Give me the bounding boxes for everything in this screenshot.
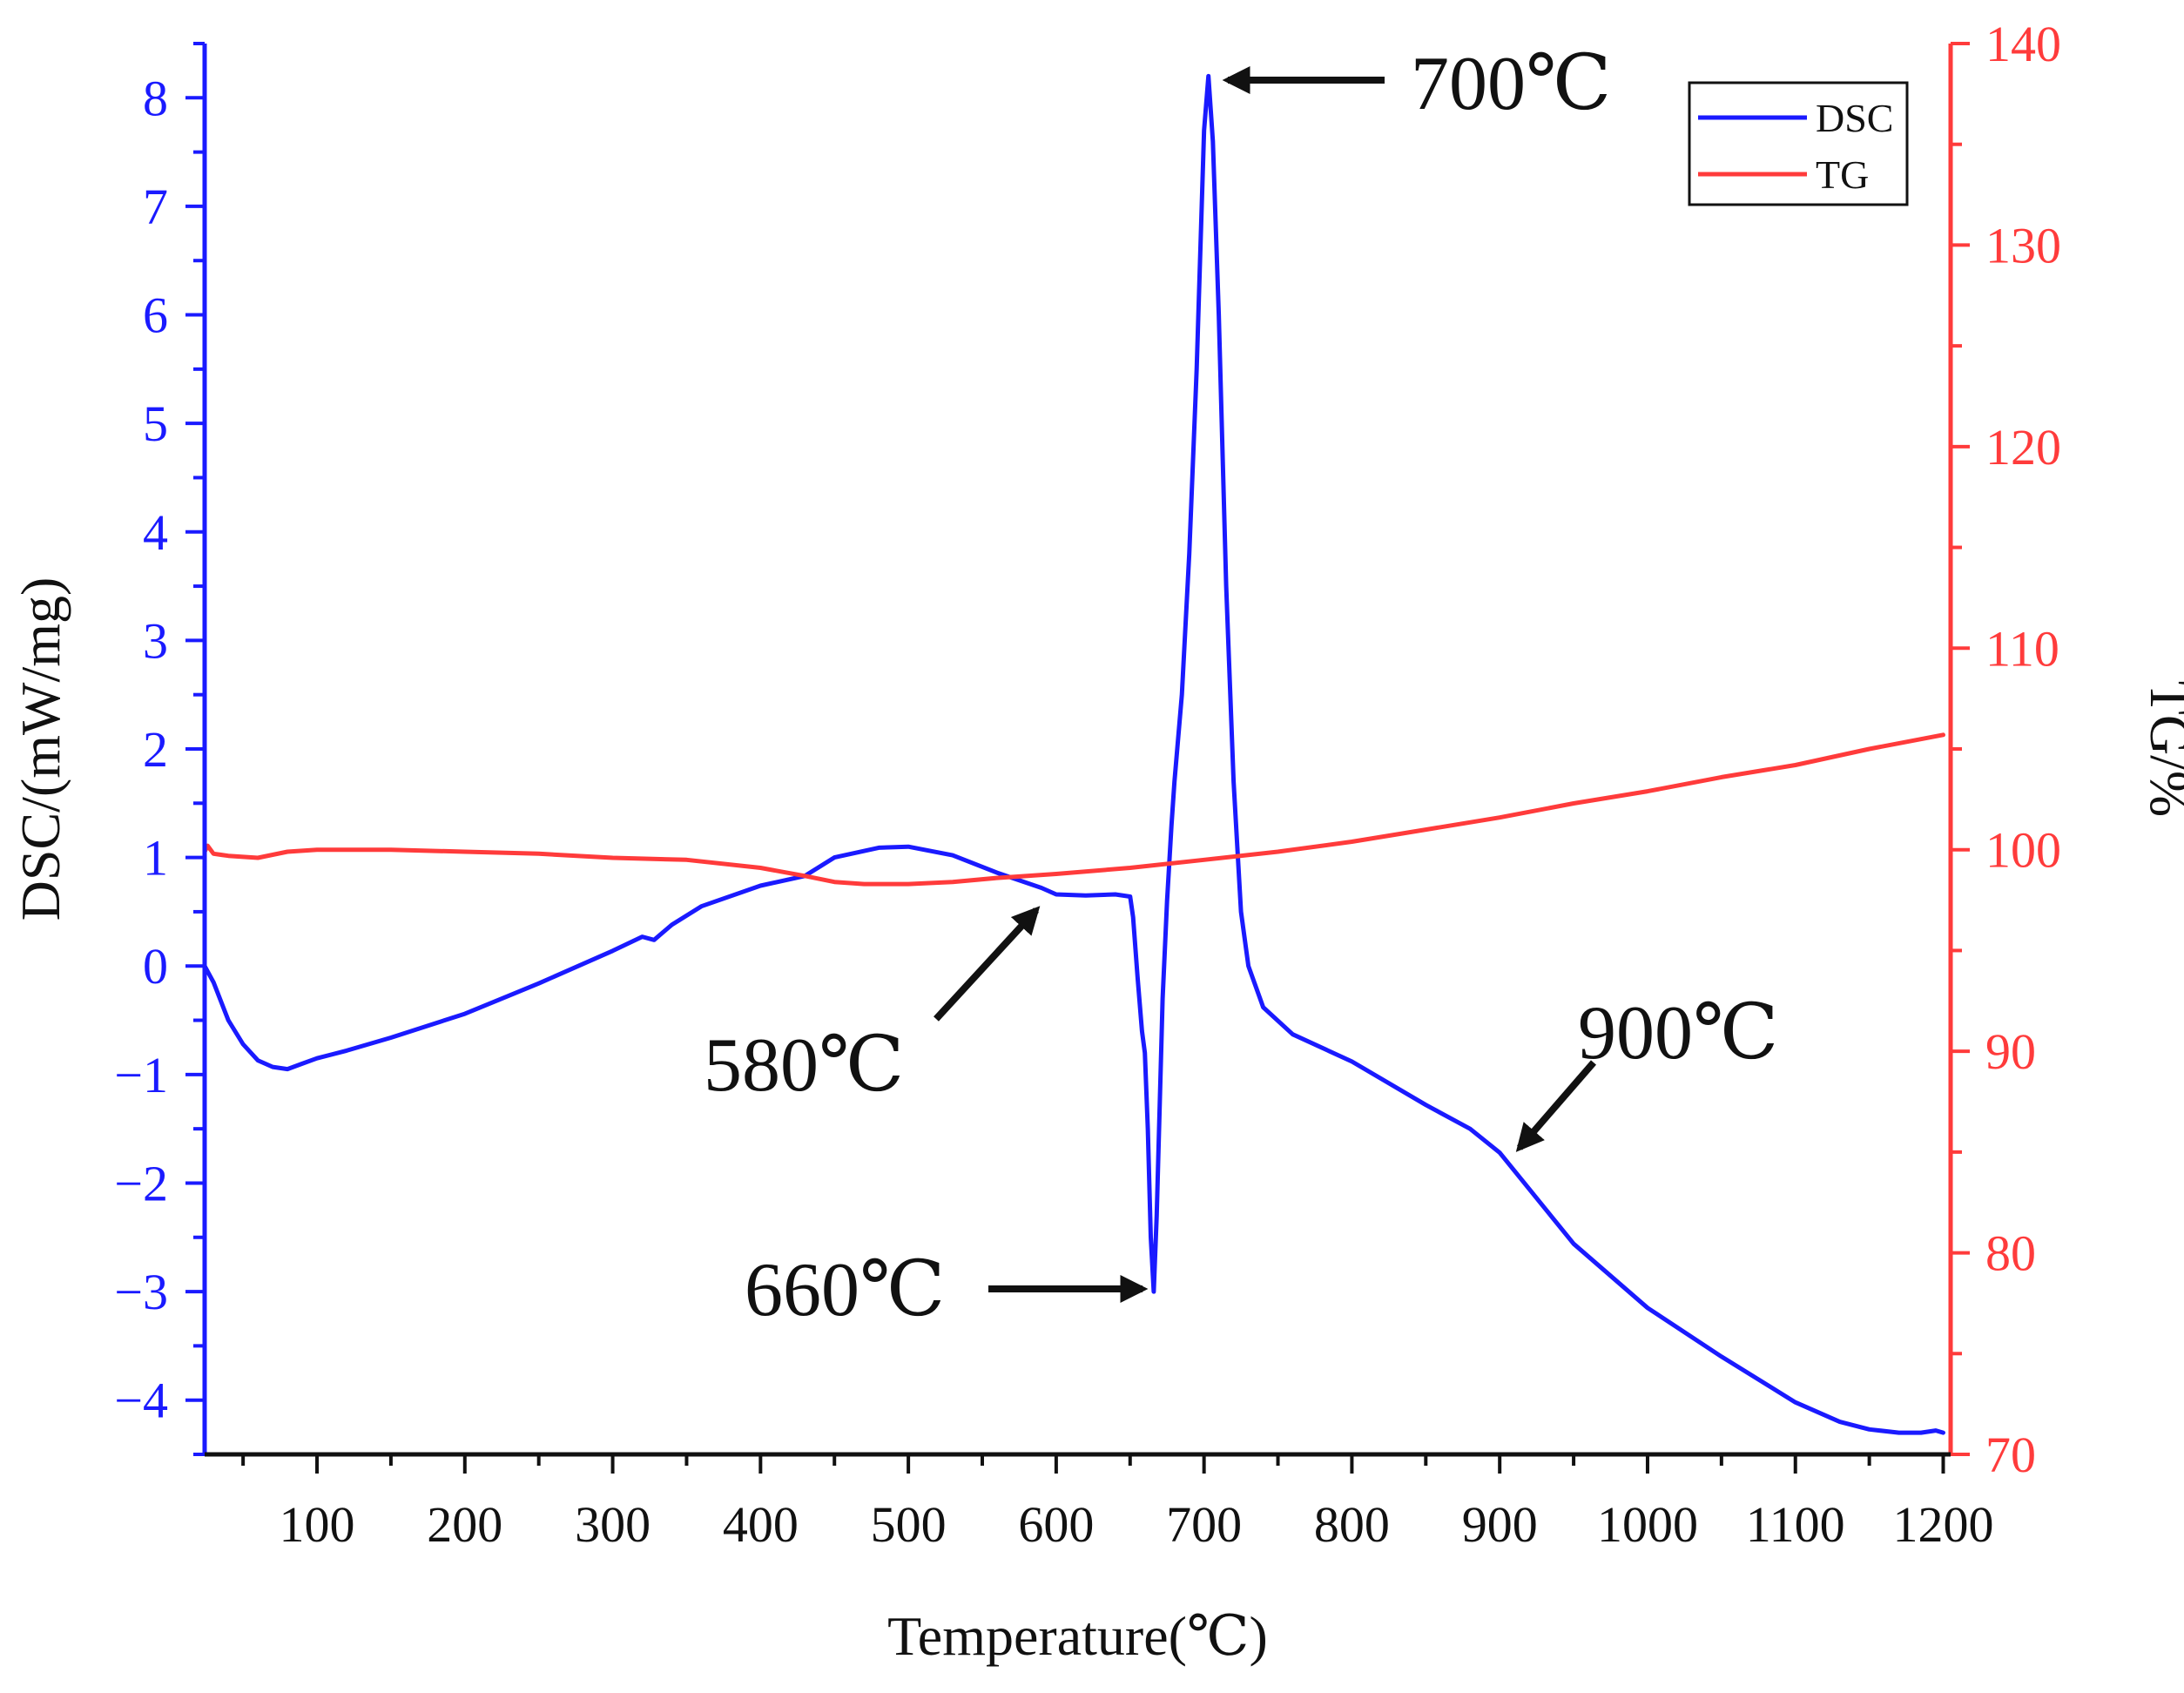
y-left-tick-label: 6 bbox=[143, 287, 168, 344]
x-tick-label: 500 bbox=[871, 1496, 947, 1553]
x-tick-label: 1100 bbox=[1746, 1496, 1845, 1553]
y-left-tick-label: 0 bbox=[143, 938, 168, 995]
annotation-arrow bbox=[1515, 1060, 1597, 1152]
x-tick-label: 900 bbox=[1462, 1496, 1538, 1553]
annotation-label: 660℃ bbox=[745, 1248, 945, 1332]
y-right-tick-label: 110 bbox=[1985, 620, 2059, 677]
series-line-tg bbox=[202, 732, 1945, 887]
y-left-tick-label: −3 bbox=[114, 1264, 168, 1320]
x-tick-label: 1200 bbox=[1893, 1496, 1994, 1553]
y-right-tick-label: 90 bbox=[1985, 1023, 2036, 1080]
y-left-tick-label: 7 bbox=[143, 179, 168, 235]
y-right-tick-label: 80 bbox=[1985, 1225, 2036, 1282]
y-left-tick-label: −1 bbox=[114, 1047, 168, 1103]
annotation-label: 700℃ bbox=[1411, 42, 1611, 126]
y-left-tick-label: −2 bbox=[114, 1155, 168, 1211]
y-right-tick-label: 100 bbox=[1985, 822, 2061, 879]
legend-box bbox=[1688, 81, 1909, 206]
x-tick-label: 700 bbox=[1166, 1496, 1242, 1553]
y-right-tick-label: 120 bbox=[1985, 419, 2061, 476]
x-tick-label: 300 bbox=[575, 1496, 650, 1553]
y-left-tick-label: 4 bbox=[143, 504, 168, 561]
legend-label-tg: TG bbox=[1816, 152, 1869, 197]
annotation-arrow bbox=[934, 906, 1041, 1022]
y-right-tick-label: 70 bbox=[1985, 1427, 2036, 1483]
x-tick-label: 1000 bbox=[1597, 1496, 1698, 1553]
y-right-tick-label: 140 bbox=[1985, 16, 2061, 72]
x-tick-label: 200 bbox=[427, 1496, 502, 1553]
y-left-tick-label: 8 bbox=[143, 70, 168, 126]
annotation-label: 580℃ bbox=[704, 1023, 904, 1108]
x-tick-label: 800 bbox=[1314, 1496, 1390, 1553]
y-right-tick-label: 130 bbox=[1985, 217, 2061, 273]
y-right-axis-title: TG/% bbox=[2139, 681, 2184, 817]
series-line-dsc bbox=[202, 73, 1945, 1435]
y-left-tick-label: 2 bbox=[143, 721, 168, 778]
x-tick-label: 400 bbox=[723, 1496, 799, 1553]
x-tick-label: 100 bbox=[280, 1496, 355, 1553]
legend-label-dsc: DSC bbox=[1816, 96, 1893, 140]
y-left-tick-label: 1 bbox=[143, 830, 168, 887]
y-left-tick-label: −4 bbox=[114, 1373, 168, 1429]
x-axis-title: Temperature(℃) bbox=[887, 1605, 1268, 1667]
annotation-label: 900℃ bbox=[1578, 991, 1778, 1076]
y-left-tick-label: 5 bbox=[143, 395, 168, 452]
x-tick-label: 600 bbox=[1018, 1496, 1094, 1553]
y-left-axis-title: DSC/(mW/mg) bbox=[10, 577, 71, 921]
y-left-tick-label: 3 bbox=[143, 612, 168, 669]
